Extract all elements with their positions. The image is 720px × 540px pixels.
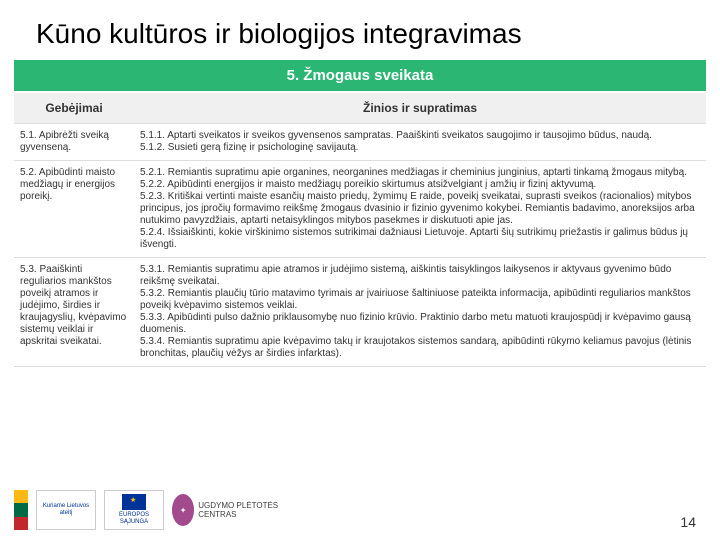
upc-circle-icon: ✦ bbox=[172, 494, 194, 526]
logo-text: UGDYMO PLĖTOTĖS CENTRAS bbox=[198, 501, 282, 519]
section-header: 5. Žmogaus sveikata bbox=[14, 60, 706, 91]
cell-knowledge: 5.1.1. Aptarti sveikatos ir sveikos gyve… bbox=[134, 124, 706, 161]
cell-ability: 5.3. Paaiškinti reguliarios mankštos pov… bbox=[14, 258, 134, 367]
table-row: 5.3. Paaiškinti reguliarios mankštos pov… bbox=[14, 258, 706, 367]
eu-logo: EUROPOS SĄJUNGA bbox=[104, 490, 164, 530]
footer: Kuriame Lietuvos ateitį EUROPOS SĄJUNGA … bbox=[14, 490, 706, 530]
page-title: Kūno kultūros ir biologijos integravimas bbox=[0, 0, 720, 60]
project-logo: Kuriame Lietuvos ateitį bbox=[36, 490, 96, 530]
logo-text: EUROPOS SĄJUNGA bbox=[119, 512, 149, 525]
footer-logos: Kuriame Lietuvos ateitį EUROPOS SĄJUNGA … bbox=[14, 490, 282, 530]
upc-logo: ✦ UGDYMO PLĖTOTĖS CENTRAS bbox=[172, 490, 282, 530]
eu-flag-icon bbox=[122, 494, 146, 510]
content-table: Gebėjimai Žinios ir supratimas 5.1. Apib… bbox=[14, 93, 706, 367]
table-row: 5.1. Apibrėžti sveiką gyvenseną. 5.1.1. … bbox=[14, 124, 706, 161]
col-header-1: Gebėjimai bbox=[14, 93, 134, 124]
col-header-2: Žinios ir supratimas bbox=[134, 93, 706, 124]
cell-ability: 5.2. Apibūdinti maisto medžiagų ir energ… bbox=[14, 161, 134, 258]
table-row: 5.2. Apibūdinti maisto medžiagų ir energ… bbox=[14, 161, 706, 258]
cell-knowledge: 5.2.1. Remiantis supratimu apie organine… bbox=[134, 161, 706, 258]
page-number: 14 bbox=[680, 514, 706, 530]
logo-text: Kuriame Lietuvos ateitį bbox=[39, 503, 93, 516]
table-header-row: Gebėjimai Žinios ir supratimas bbox=[14, 93, 706, 124]
lithuania-flag-icon bbox=[14, 490, 28, 530]
cell-knowledge: 5.3.1. Remiantis supratimu apie atramos … bbox=[134, 258, 706, 367]
cell-ability: 5.1. Apibrėžti sveiką gyvenseną. bbox=[14, 124, 134, 161]
